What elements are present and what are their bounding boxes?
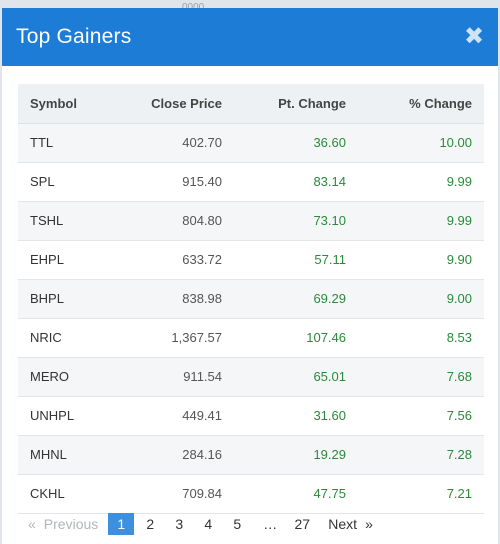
cell-pct-change: 9.99 xyxy=(358,162,484,202)
cell-symbol: EHPL xyxy=(18,240,116,280)
cell-symbol: MERO xyxy=(18,357,116,397)
cell-close-price: 838.98 xyxy=(116,279,234,319)
cell-pt-change: 65.01 xyxy=(234,357,358,397)
cell-close-price: 284.16 xyxy=(116,435,234,475)
cell-pt-change: 19.29 xyxy=(234,435,358,475)
cell-close-price: 804.80 xyxy=(116,201,234,241)
cell-close-price: 911.54 xyxy=(116,357,234,397)
column-header-close-price[interactable]: Close Price xyxy=(116,84,234,124)
cell-pct-change: 9.99 xyxy=(358,201,484,241)
cell-close-price: 709.84 xyxy=(116,474,234,514)
previous-page-button[interactable]: « Previous xyxy=(28,516,98,532)
modal-header: Top Gainers ✖ xyxy=(2,8,498,66)
cell-close-price: 402.70 xyxy=(116,123,234,163)
table-row[interactable]: EHPL 633.72 57.11 9.90 xyxy=(18,240,484,280)
double-chevron-left-icon: « xyxy=(28,516,36,532)
table-row[interactable]: CKHL 709.84 47.75 7.21 xyxy=(18,474,484,514)
cell-pt-change: 83.14 xyxy=(234,162,358,202)
cell-symbol: UNHPL xyxy=(18,396,116,436)
top-gainers-modal: Top Gainers ✖ Symbol Close Price Pt. Cha… xyxy=(2,8,498,544)
table-row[interactable]: NRIC 1,367.57 107.46 8.53 xyxy=(18,318,484,358)
cell-symbol: NRIC xyxy=(18,318,116,358)
gainers-table: Symbol Close Price Pt. Change % Change T… xyxy=(18,84,484,514)
table-row[interactable]: TTL 402.70 36.60 10.00 xyxy=(18,123,484,163)
page-button-1[interactable]: 1 xyxy=(108,513,135,535)
previous-label: Previous xyxy=(43,516,99,532)
table-row[interactable]: MERO 911.54 65.01 7.68 xyxy=(18,357,484,397)
cell-pct-change: 7.56 xyxy=(358,396,484,436)
cell-symbol: MHNL xyxy=(18,435,116,475)
page-button-last[interactable]: 27 xyxy=(294,516,311,532)
cell-pct-change: 10.00 xyxy=(358,123,484,163)
table-header-row: Symbol Close Price Pt. Change % Change xyxy=(18,84,484,124)
table-row[interactable]: UNHPL 449.41 31.60 7.56 xyxy=(18,396,484,436)
backdrop-text: 0000 xyxy=(182,2,204,13)
cell-pt-change: 73.10 xyxy=(234,201,358,241)
cell-pct-change: 9.00 xyxy=(358,279,484,319)
table-row[interactable]: SPL 915.40 83.14 9.99 xyxy=(18,162,484,202)
cell-pt-change: 36.60 xyxy=(234,123,358,163)
cell-symbol: BHPL xyxy=(18,279,116,319)
column-header-symbol[interactable]: Symbol xyxy=(18,84,116,124)
cell-symbol: TSHL xyxy=(18,201,116,241)
cell-close-price: 449.41 xyxy=(116,396,234,436)
double-chevron-right-icon: » xyxy=(365,516,373,532)
close-icon[interactable]: ✖ xyxy=(463,23,485,50)
cell-symbol: TTL xyxy=(18,123,116,163)
page-button-2[interactable]: 2 xyxy=(146,516,155,532)
cell-symbol: SPL xyxy=(18,162,116,202)
column-header-pt-change[interactable]: Pt. Change xyxy=(234,84,358,124)
page-ellipsis: … xyxy=(263,516,278,532)
modal-title: Top Gainers xyxy=(16,25,132,48)
cell-close-price: 915.40 xyxy=(116,162,234,202)
cell-pct-change: 7.68 xyxy=(358,357,484,397)
cell-pct-change: 7.21 xyxy=(358,474,484,514)
cell-pt-change: 31.60 xyxy=(234,396,358,436)
next-label: Next xyxy=(328,516,358,532)
next-page-button[interactable]: Next » xyxy=(328,516,373,532)
cell-close-price: 633.72 xyxy=(116,240,234,280)
table-row[interactable]: BHPL 838.98 69.29 9.00 xyxy=(18,279,484,319)
cell-pt-change: 107.46 xyxy=(234,318,358,358)
cell-pct-change: 9.90 xyxy=(358,240,484,280)
page-button-4[interactable]: 4 xyxy=(204,516,213,532)
column-header-pct-change[interactable]: % Change xyxy=(358,84,484,124)
cell-pt-change: 69.29 xyxy=(234,279,358,319)
table-row[interactable]: TSHL 804.80 73.10 9.99 xyxy=(18,201,484,241)
table-row[interactable]: MHNL 284.16 19.29 7.28 xyxy=(18,435,484,475)
cell-pt-change: 57.11 xyxy=(234,240,358,280)
cell-symbol: CKHL xyxy=(18,474,116,514)
page-button-3[interactable]: 3 xyxy=(175,516,184,532)
cell-pt-change: 47.75 xyxy=(234,474,358,514)
cell-pct-change: 8.53 xyxy=(358,318,484,358)
cell-close-price: 1,367.57 xyxy=(116,318,234,358)
pagination: « Previous 1 2 3 4 5 … 27 Next » xyxy=(28,511,373,537)
cell-pct-change: 7.28 xyxy=(358,435,484,475)
page-button-5[interactable]: 5 xyxy=(233,516,242,532)
gainers-table-wrapper: Symbol Close Price Pt. Change % Change T… xyxy=(18,84,484,514)
